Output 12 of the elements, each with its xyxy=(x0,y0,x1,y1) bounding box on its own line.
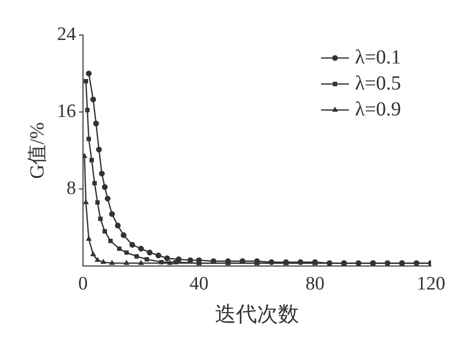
y-tick-label: 8 xyxy=(66,178,76,199)
y-tick-label: 24 xyxy=(57,24,76,45)
x-tick-label: 120 xyxy=(416,273,446,294)
x-tick-label: 40 xyxy=(190,273,208,294)
y-axis-title: G值/% xyxy=(26,122,48,179)
legend-label: λ=0.5 xyxy=(355,72,402,94)
x-tick-label: 80 xyxy=(306,273,324,294)
y-tick-label: 16 xyxy=(57,100,76,122)
x-axis-title: 迭代次数 xyxy=(215,302,299,326)
legend-label: λ=0.1 xyxy=(355,46,402,68)
x-tick-label: 0 xyxy=(78,273,88,294)
legend-label: λ=0.9 xyxy=(355,98,402,120)
